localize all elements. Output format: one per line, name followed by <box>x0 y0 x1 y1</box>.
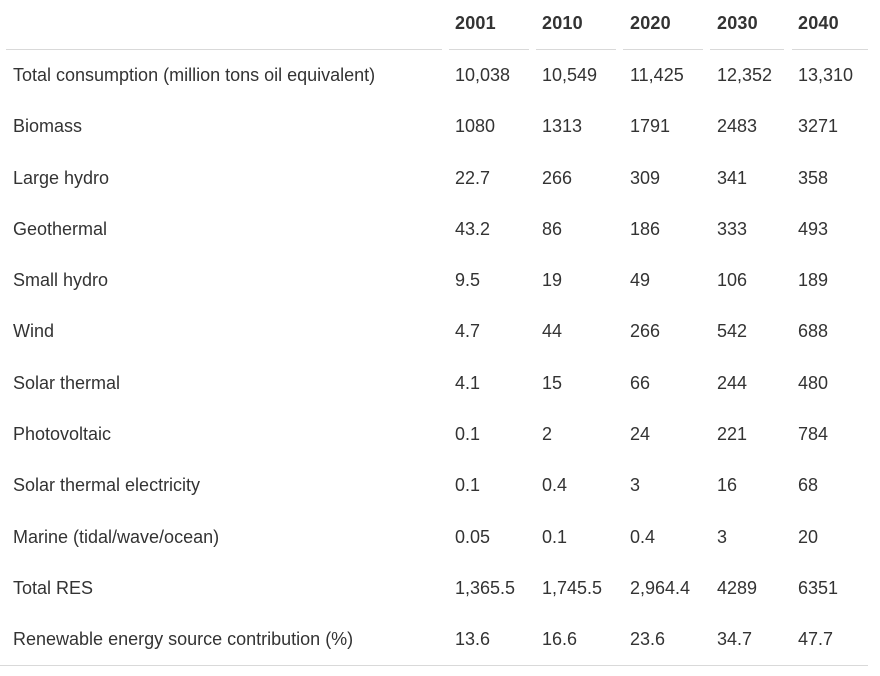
table-cell: 0.1 <box>455 475 481 496</box>
table-cell: 1,745.5 <box>542 577 603 598</box>
table-cell: 266 <box>630 321 661 342</box>
table-row: Photovoltaic 0.1 2 24 221 784 <box>6 410 874 461</box>
row-label: Total consumption (million tons oil equi… <box>13 65 376 85</box>
table-cell: 186 <box>630 218 661 239</box>
table-cell: 493 <box>798 218 829 239</box>
row-label: Biomass <box>13 116 83 137</box>
table-cell: 15 <box>542 372 563 393</box>
table-cell: 0.4 <box>630 526 656 547</box>
table-cell: 68 <box>798 475 819 496</box>
table-cell: 66 <box>630 372 651 393</box>
table-cell: 16.6 <box>542 629 578 650</box>
table-cell: 4.7 <box>455 321 481 342</box>
table-cell: 266 <box>542 167 573 188</box>
table-row: Solar thermal 4.1 15 66 244 480 <box>6 359 874 410</box>
table-cell: 480 <box>798 372 829 393</box>
table-row: Marine (tidal/wave/ocean) 0.05 0.1 0.4 3 20 <box>6 513 874 564</box>
table-cell: 309 <box>630 167 661 188</box>
row-label: Small hydro <box>13 270 109 291</box>
table-cell: 22.7 <box>455 167 491 188</box>
table-cell: 542 <box>717 321 748 342</box>
header-divider <box>449 49 529 50</box>
table-cell: 86 <box>542 218 563 239</box>
column-header-2030: 2030 <box>717 13 758 33</box>
table-row: Wind 4.7 44 266 542 688 <box>6 307 874 358</box>
table-row: Small hydro 9.5 19 49 106 189 <box>6 256 874 307</box>
table-cell: 3 <box>630 475 641 496</box>
table-cell: 2483 <box>717 116 758 137</box>
table-cell: 3 <box>717 526 728 547</box>
table-cell: 1791 <box>630 116 671 137</box>
row-label: Photovoltaic <box>13 424 112 445</box>
table-cell: 9.5 <box>455 270 481 291</box>
table-cell: 6351 <box>798 577 839 598</box>
table-cell: 23.6 <box>630 629 666 650</box>
table-cell: 19 <box>542 270 563 291</box>
table-cell: 10,038 <box>455 65 511 85</box>
row-label: Total RES <box>13 577 94 598</box>
table-cell: 784 <box>798 424 829 445</box>
row-label: Solar thermal <box>13 372 121 393</box>
table-cell: 0.4 <box>542 475 568 496</box>
column-header-2020: 2020 <box>630 13 671 33</box>
table-cell: 189 <box>798 270 829 291</box>
table-cell: 44 <box>542 321 563 342</box>
data-table: 2001 2010 2020 2030 2040 Total consumpti… <box>6 0 874 667</box>
table-cell: 13,310 <box>798 65 854 85</box>
table-cell: 106 <box>717 270 748 291</box>
table-cell: 1313 <box>542 116 583 137</box>
table-cell: 43.2 <box>455 218 491 239</box>
column-header-2040: 2040 <box>798 13 839 33</box>
table-cell: 13.6 <box>455 629 491 650</box>
table-cell: 358 <box>798 167 829 188</box>
row-label: Solar thermal electricity <box>13 475 201 496</box>
table-cell: 47.7 <box>798 629 834 650</box>
row-label: Large hydro <box>13 167 110 188</box>
column-header-2001: 2001 <box>455 13 496 33</box>
table-cell: 16 <box>717 475 738 496</box>
header-divider <box>710 49 784 50</box>
table-cell: 341 <box>717 167 748 188</box>
header-divider <box>623 49 703 50</box>
table-cell: 0.05 <box>455 526 491 547</box>
table-row: Biomass 1080 1313 1791 2483 3271 <box>6 102 874 153</box>
table-row: Solar thermal electricity 0.1 0.4 3 16 68 <box>6 461 874 512</box>
column-header-2010: 2010 <box>542 13 583 33</box>
table-cell: 244 <box>717 372 748 393</box>
table-cell: 3271 <box>798 116 839 137</box>
table-row: Large hydro 22.7 266 309 341 358 <box>6 154 874 205</box>
header-divider <box>536 49 616 50</box>
table-cell: 12,352 <box>717 65 773 85</box>
row-label: Geothermal <box>13 218 108 239</box>
table-cell: 20 <box>798 526 819 547</box>
table-cell: 0.1 <box>455 424 481 445</box>
table-cell: 10,549 <box>542 65 598 85</box>
table-row: Total consumption (million tons oil equi… <box>6 51 874 102</box>
table-cell: 333 <box>717 218 748 239</box>
table-cell: 1080 <box>455 116 496 137</box>
table-cell: 2 <box>542 424 553 445</box>
table-cell: 24 <box>630 424 651 445</box>
table-cell: 4.1 <box>455 372 481 393</box>
table-cell: 49 <box>630 270 651 291</box>
row-label: Wind <box>13 321 55 342</box>
table-row: Renewable energy source contribution (%)… <box>6 615 874 666</box>
table-bottom-border <box>0 665 868 666</box>
row-label: Marine (tidal/wave/ocean) <box>13 526 220 547</box>
table-cell: 221 <box>717 424 748 445</box>
table-cell: 11,425 <box>630 65 684 85</box>
header-divider <box>792 49 868 50</box>
table-row: Geothermal 43.2 86 186 333 493 <box>6 205 874 256</box>
row-label: Renewable energy source contribution (%) <box>13 629 354 650</box>
table-cell: 688 <box>798 321 829 342</box>
table-cell: 0.1 <box>542 526 568 547</box>
table-cell: 4289 <box>717 577 758 598</box>
table-cell: 34.7 <box>717 629 753 650</box>
table-cell: 2,964.4 <box>630 577 691 598</box>
table-cell: 1,365.5 <box>455 577 516 598</box>
table-body: Total consumption (million tons oil equi… <box>6 51 874 667</box>
table-header-row: 2001 2010 2020 2030 2040 <box>6 0 874 51</box>
header-divider <box>6 49 442 50</box>
table-row: Total RES 1,365.5 1,745.5 2,964.4 4289 6351 <box>6 564 874 615</box>
